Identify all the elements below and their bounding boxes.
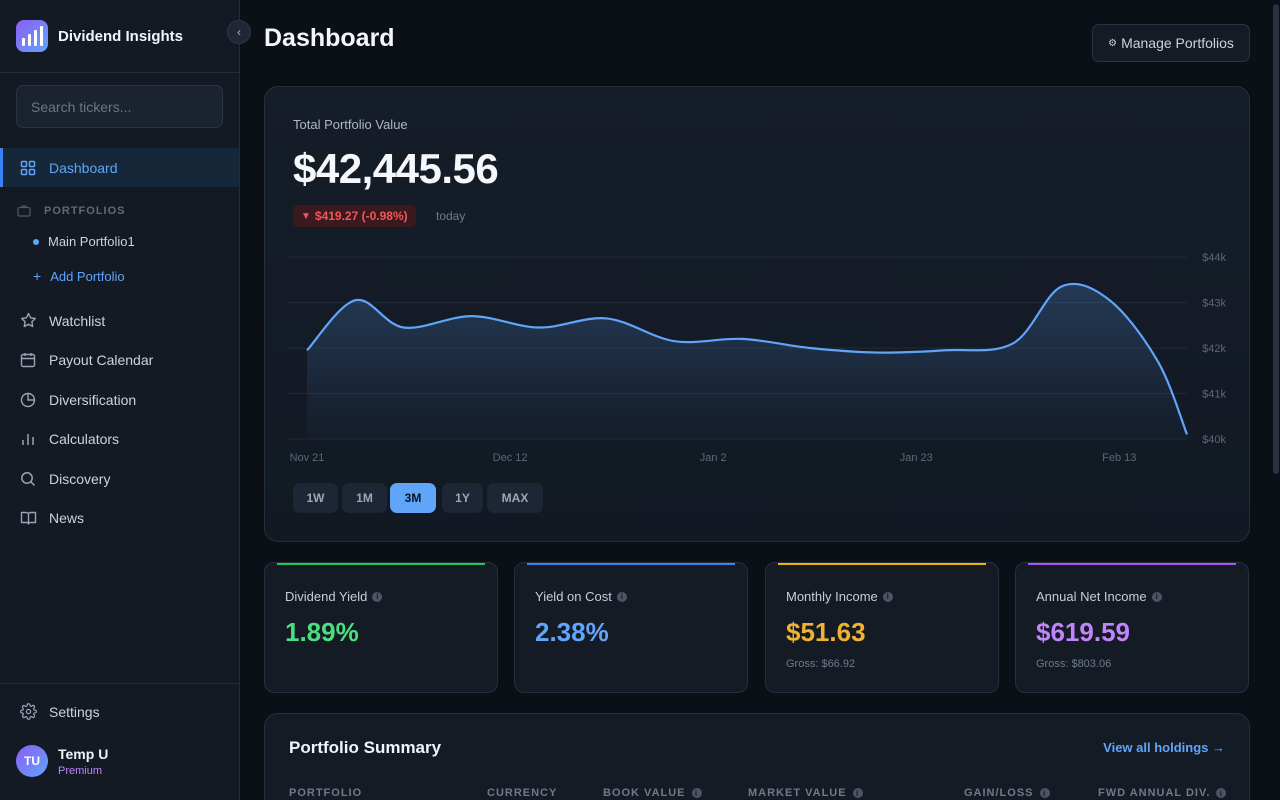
stat-value: $619.59 — [1036, 617, 1130, 647]
scrollbar-thumb[interactable] — [1273, 4, 1279, 474]
info-icon[interactable]: i — [882, 591, 893, 602]
accent-bar — [1028, 563, 1236, 565]
info-icon[interactable]: i — [1039, 788, 1050, 798]
portfolio-value-card: Total Portfolio Value $42,445.56 ▼ $419.… — [264, 86, 1250, 542]
column-header[interactable]: FWD ANNUAL DIV. i — [1098, 787, 1227, 799]
series-area — [307, 283, 1187, 439]
stat-value: 2.38% — [535, 617, 609, 647]
triangle-down-icon: ▼ — [301, 210, 311, 222]
range-button-3m[interactable]: 3M — [390, 483, 436, 513]
column-header[interactable]: PORTFOLIO — [289, 787, 363, 799]
y-tick-label: $41k — [1202, 389, 1226, 401]
change-badge: ▼ $419.27 (-0.98%) — [293, 205, 416, 227]
nav-item-payout-calendar[interactable]: Payout Calendar — [0, 340, 239, 379]
info-icon[interactable]: i — [1151, 591, 1162, 602]
info-icon[interactable]: i — [372, 591, 383, 602]
sidebar-divider — [0, 683, 239, 684]
x-tick-label: Jan 23 — [900, 452, 933, 464]
brand[interactable]: Dividend Insights — [0, 0, 239, 73]
stat-card-dividend-yield: Dividend Yield i 1.89% — [264, 562, 498, 693]
range-button-1y[interactable]: 1Y — [442, 483, 483, 513]
bar-chart-icon — [19, 430, 37, 448]
range-button-max[interactable]: MAX — [487, 483, 543, 513]
portfolio-item[interactable]: Main Portfolio1 — [33, 234, 135, 249]
dot-icon — [33, 238, 39, 245]
nav-item-dashboard[interactable]: Dashboard — [0, 148, 239, 187]
plus-icon: + — [33, 268, 42, 284]
stat-label: Dividend Yield i — [285, 589, 383, 604]
stat-card-annual-net-income: Annual Net Income i $619.59 Gross: $803.06 — [1015, 562, 1249, 693]
y-tick-label: $44k — [1202, 252, 1226, 264]
nav-item-watchlist[interactable]: Watchlist — [0, 301, 239, 340]
add-portfolio-link[interactable]: + Add Portfolio — [33, 268, 125, 284]
user-name: Temp U — [58, 745, 109, 762]
range-button-1m[interactable]: 1M — [342, 483, 387, 513]
stat-label: Monthly Income i — [786, 589, 893, 604]
summary-title: Portfolio Summary — [289, 738, 442, 757]
portfolio-summary-card: Portfolio Summary View all holdings → PO… — [264, 713, 1250, 800]
nav-item-discovery[interactable]: Discovery — [0, 459, 239, 498]
star-icon — [19, 312, 37, 330]
info-icon[interactable]: i — [691, 788, 702, 798]
book-icon — [19, 509, 37, 527]
stat-label: Yield on Cost i — [535, 589, 627, 604]
stat-value: $51.63 — [786, 617, 866, 647]
y-tick-label: $40k — [1202, 434, 1226, 446]
manage-portfolios-button[interactable]: ⚙ Manage Portfolios — [1092, 24, 1250, 62]
portfolios-section-label: PORTFOLIOS — [17, 204, 126, 218]
pie-chart-icon — [19, 391, 37, 409]
accent-bar — [277, 563, 485, 565]
logo-icon — [16, 20, 48, 52]
briefcase-icon — [17, 204, 33, 218]
stat-card-yield-on-cost: Yield on Cost i 2.38% — [514, 562, 748, 693]
accent-bar — [778, 563, 986, 565]
page-title: Dashboard — [264, 24, 395, 52]
app-name: Dividend Insights — [58, 27, 184, 45]
series-line — [306, 282, 1189, 435]
nav-item-news[interactable]: News — [0, 498, 239, 537]
column-header[interactable]: MARKET VALUE i — [748, 787, 863, 799]
column-header[interactable]: GAIN/LOSS i — [964, 787, 1050, 799]
info-icon[interactable]: i — [616, 591, 627, 602]
y-tick-label: $43k — [1202, 298, 1226, 310]
portfolio-value: $42,445.56 — [293, 145, 499, 192]
avatar: TU — [16, 745, 48, 777]
stat-card-monthly-income: Monthly Income i $51.63 Gross: $66.92 — [765, 562, 999, 693]
calendar-icon — [19, 351, 37, 369]
x-tick-label: Dec 12 — [493, 452, 528, 464]
sidebar: Dividend Insights Dashboard PORTFOLIOS M… — [0, 0, 240, 800]
change-period: today — [436, 209, 466, 223]
search-input[interactable] — [16, 85, 223, 128]
stat-label: Annual Net Income i — [1036, 589, 1162, 604]
nav-item-calculators[interactable]: Calculators — [0, 419, 239, 458]
view-all-holdings-link[interactable]: View all holdings → — [1103, 740, 1225, 755]
grid-icon — [19, 159, 37, 177]
y-tick-label: $42k — [1202, 343, 1226, 355]
range-button-1w[interactable]: 1W — [293, 483, 338, 513]
gear-icon: ⚙ — [1108, 37, 1118, 49]
info-icon[interactable]: i — [1216, 788, 1227, 798]
x-tick-label: Jan 2 — [700, 452, 727, 464]
user-profile[interactable]: TU Temp U Premium — [16, 745, 108, 777]
user-plan-badge: Premium — [58, 764, 103, 777]
stat-value: 1.89% — [285, 617, 359, 647]
search-icon — [19, 470, 37, 488]
nav-item-diversification[interactable]: Diversification — [0, 380, 239, 419]
gear-icon — [19, 703, 37, 721]
portfolio-chart[interactable]: $44k $43k $42k $41k $40k Nov 21 Dec 12 Jan 2 Jan… — [265, 237, 1251, 477]
accent-bar — [527, 563, 735, 565]
column-header[interactable]: CURRENCY — [487, 787, 558, 799]
nav-label: Dashboard — [49, 159, 118, 176]
scrollbar[interactable] — [1272, 0, 1280, 800]
chevron-left-icon: ‹ — [237, 25, 241, 39]
x-tick-label: Nov 21 — [290, 452, 325, 464]
portfolio-value-label: Total Portfolio Value — [293, 117, 408, 132]
column-header[interactable]: BOOK VALUE i — [603, 787, 702, 799]
stat-gross: Gross: $66.92 — [786, 658, 856, 670]
info-icon[interactable]: i — [852, 788, 863, 798]
collapse-sidebar-button[interactable]: ‹ — [227, 20, 251, 44]
x-tick-label: Feb 13 — [1102, 452, 1136, 464]
nav-item-settings[interactable]: Settings — [0, 692, 239, 731]
stat-gross: Gross: $803.06 — [1036, 658, 1112, 670]
